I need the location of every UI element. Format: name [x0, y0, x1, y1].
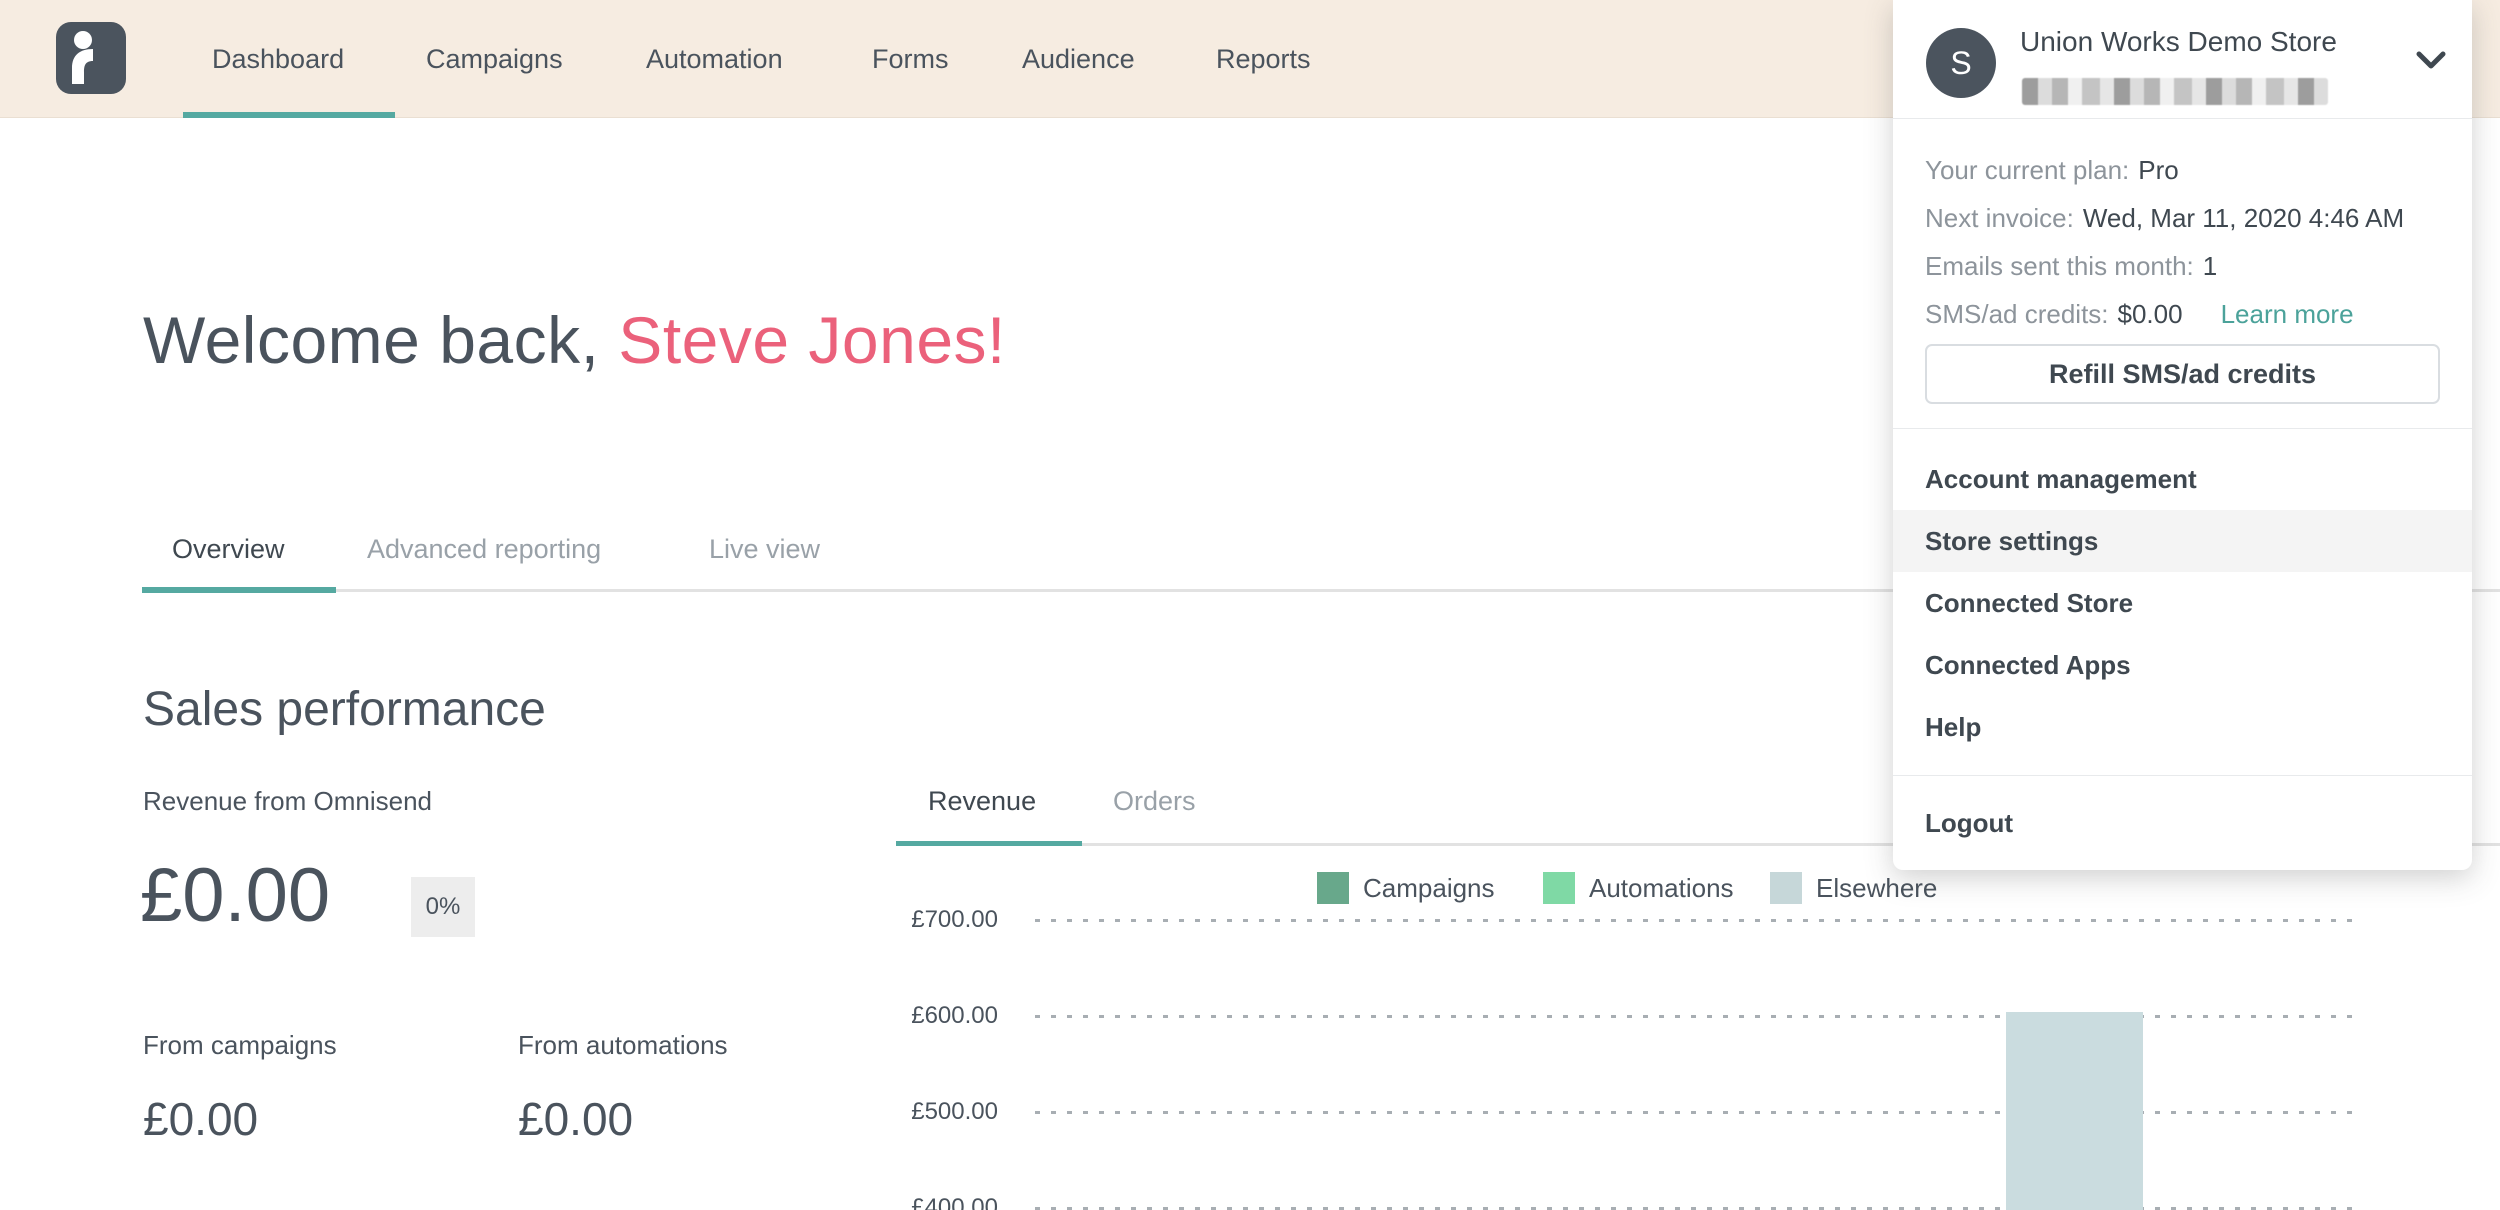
menu-item-connected-apps[interactable]: Connected Apps — [1925, 649, 2131, 680]
plan-info-line: Your current plan: Pro — [1925, 146, 2179, 194]
gridline-600 — [1035, 1015, 2352, 1018]
from-campaigns-label: From campaigns — [143, 1030, 337, 1060]
revenue-total-value: £0.00 — [140, 853, 331, 938]
invoice-value: Wed, Mar 11, 2020 4:46 AM — [2082, 202, 2405, 233]
revenue-from-omnisend-label: Revenue from Omnisend — [143, 786, 433, 816]
tab-advanced-reporting[interactable]: Advanced reporting — [367, 534, 602, 564]
revenue-change-badge: 0% — [411, 877, 475, 937]
legend-item-campaigns[interactable]: Campaigns — [1317, 872, 1495, 904]
legend-elsewhere-label: Elsewhere — [1816, 872, 1938, 903]
gridline-500 — [1035, 1111, 2352, 1114]
from-campaigns-value: £0.00 — [143, 1093, 259, 1145]
credits-info-line: SMS/ad credits: $0.00 Learn more — [1925, 290, 2354, 338]
legend-item-elsewhere[interactable]: Elsewhere — [1770, 872, 1937, 904]
store-email-redacted — [2022, 78, 2328, 105]
active-nav-underline — [183, 112, 395, 118]
campaigns-swatch-icon — [1317, 872, 1349, 904]
panel-divider — [1893, 775, 2472, 776]
y-tick-600: £600.00 — [911, 1002, 998, 1029]
elsewhere-swatch-icon — [1770, 872, 1802, 904]
chevron-down-icon[interactable] — [2415, 50, 2447, 77]
panel-divider — [1893, 428, 2472, 429]
account-dropdown-panel: S Union Works Demo Store Your current pl… — [1893, 0, 2472, 870]
nav-item-dashboard[interactable]: Dashboard — [212, 43, 345, 74]
legend-automations-label: Automations — [1589, 872, 1734, 903]
tab-overview[interactable]: Overview — [172, 534, 285, 564]
credits-value: $0.00 — [2117, 298, 2183, 329]
store-name[interactable]: Union Works Demo Store — [2020, 26, 2337, 57]
active-tab-underline — [142, 587, 336, 593]
menu-item-help[interactable]: Help — [1925, 711, 1982, 742]
menu-item-connected-store[interactable]: Connected Store — [1925, 587, 2134, 618]
emails-label: Emails sent this month: — [1925, 250, 2194, 281]
plan-label: Your current plan: — [1925, 154, 2130, 185]
welcome-prefix: Welcome back, — [143, 303, 619, 377]
y-tick-400: £400.00 — [911, 1194, 998, 1210]
nav-item-campaigns[interactable]: Campaigns — [426, 43, 563, 74]
elsewhere-revenue-bar[interactable] — [2006, 1012, 2143, 1210]
legend-item-automations[interactable]: Automations — [1543, 872, 1734, 904]
menu-item-logout[interactable]: Logout — [1925, 807, 2014, 838]
invoice-label: Next invoice: — [1925, 202, 2074, 233]
from-automations-value: £0.00 — [518, 1093, 634, 1145]
y-tick-500: £500.00 — [911, 1098, 998, 1125]
omnisend-logo-icon[interactable] — [56, 22, 126, 94]
omnisend-mark — [72, 31, 93, 84]
automations-swatch-icon — [1543, 872, 1575, 904]
sales-performance-title: Sales performance — [143, 683, 546, 736]
chart-tabs-divider-line — [896, 843, 2500, 846]
credits-label: SMS/ad credits: — [1925, 298, 2109, 329]
plan-value: Pro — [2138, 154, 2179, 185]
emails-value: 1 — [2202, 250, 2218, 281]
from-automations-label: From automations — [518, 1030, 728, 1060]
store-avatar[interactable]: S — [1926, 28, 1996, 98]
emails-info-line: Emails sent this month: 1 — [1925, 242, 2217, 290]
legend-campaigns-label: Campaigns — [1363, 872, 1495, 903]
nav-item-audience[interactable]: Audience — [1022, 43, 1135, 74]
invoice-info-line: Next invoice: Wed, Mar 11, 2020 4:46 AM — [1925, 194, 2404, 242]
nav-item-automation[interactable]: Automation — [646, 43, 783, 74]
learn-more-link[interactable]: Learn more — [2220, 298, 2354, 329]
tab-live-view[interactable]: Live view — [709, 534, 821, 564]
active-chart-tab-underline — [896, 841, 1082, 846]
nav-item-reports[interactable]: Reports — [1216, 43, 1311, 74]
chart-tab-orders[interactable]: Orders — [1113, 786, 1196, 816]
welcome-heading: Welcome back, Steve Jones! — [143, 302, 1006, 378]
panel-divider — [1893, 118, 2472, 119]
gridline-400 — [1035, 1207, 2352, 1210]
chart-tab-revenue[interactable]: Revenue — [928, 786, 1037, 816]
y-tick-700: £700.00 — [911, 906, 998, 933]
menu-item-account-management[interactable]: Account management — [1925, 463, 2197, 494]
gridline-700 — [1035, 919, 2352, 922]
menu-item-store-settings[interactable]: Store settings — [1893, 510, 2472, 572]
welcome-user-name: Steve Jones! — [618, 303, 1006, 377]
tabs-divider-line — [143, 589, 2500, 592]
nav-item-forms[interactable]: Forms — [872, 43, 949, 74]
refill-credits-button[interactable]: Refill SMS/ad credits — [1925, 344, 2440, 404]
